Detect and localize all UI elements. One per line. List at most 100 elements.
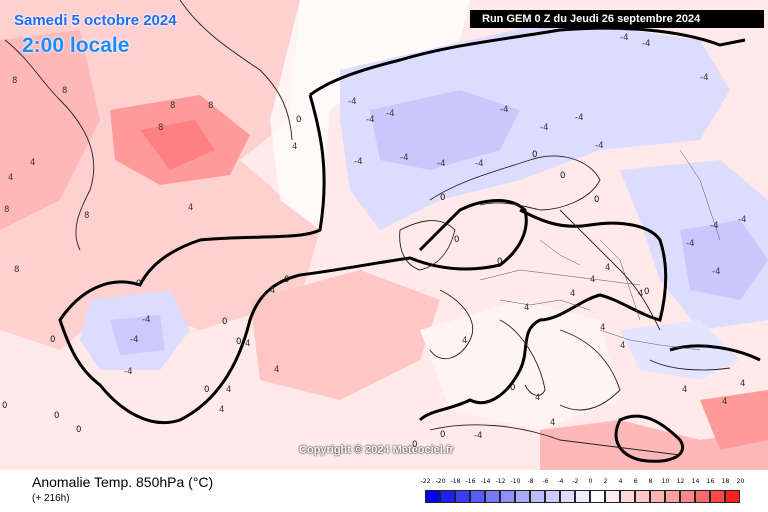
- contour-label-zero: 0: [2, 401, 7, 411]
- legend-color-swatch: [515, 490, 530, 503]
- contour-label-warm: 4: [274, 365, 279, 375]
- legend-color-swatch: [560, 490, 575, 503]
- contour-label-warm: 4: [570, 289, 575, 299]
- contour-label-warm: 8: [62, 86, 67, 96]
- contour-label-zero: 0: [296, 115, 301, 125]
- contour-label-zero: 0: [560, 171, 565, 181]
- contour-label-zero: 0: [532, 150, 537, 160]
- contour-label-cold: -4: [474, 431, 482, 441]
- contour-label-zero: 0: [440, 193, 445, 203]
- legend-color-swatch: [590, 490, 605, 503]
- forecast-date: Samedi 5 octobre 2024: [14, 12, 177, 29]
- forecast-lead-time: (+ 216h): [32, 493, 70, 504]
- contour-label-cold: -4: [124, 367, 132, 377]
- legend-color-swatch: [440, 490, 455, 503]
- warm-anomaly-greenland-peak: [140, 120, 215, 170]
- contour-label-warm: 8: [208, 101, 213, 111]
- warm-anomaly-east-med: [540, 420, 768, 470]
- legend-color-swatch: [485, 490, 500, 503]
- coast-north-africa: [429, 424, 681, 456]
- legend-tick-label: -16: [465, 478, 476, 485]
- contour-label-warm: 8: [84, 211, 89, 221]
- contour-label-warm: 4: [270, 286, 275, 296]
- contour-label-cold: -4: [642, 39, 650, 49]
- legend-color-swatch: [470, 490, 485, 503]
- neutral-zone-europe-south: [420, 300, 620, 430]
- contour-label-warm: 4: [620, 341, 625, 351]
- contour-label-cold: -4: [437, 159, 445, 169]
- contour-label-zero: 0: [136, 279, 141, 289]
- legend-tick-label: 4: [618, 478, 623, 485]
- isotherm-zero-atlantic: [58, 94, 528, 425]
- contour-label-zero: 0: [54, 411, 59, 421]
- temperature-anomaly-map: 8 8 8 8 8 8 8 8 4 4 4 4 4 4 4 4 4 4 4 4 …: [0, 0, 768, 470]
- legend-color-swatch: [695, 490, 710, 503]
- contour-label-zero: 0: [284, 275, 289, 285]
- coast-greenland-west: [4, 39, 95, 251]
- legend-color-swatch: [425, 490, 440, 503]
- legend-tick-label: -8: [527, 478, 534, 485]
- legend-tick-label: 6: [633, 478, 638, 485]
- coastlines: [4, 0, 731, 456]
- contour-label-warm: 4: [638, 289, 643, 299]
- contour-label-warm: 4: [30, 158, 35, 168]
- legend-color-swatch: [680, 490, 695, 503]
- legend-color-swatch: [605, 490, 620, 503]
- contour-label-cold: -4: [575, 113, 583, 123]
- contour-label-cold: -4: [386, 109, 394, 119]
- contour-label-warm: 4: [292, 142, 297, 152]
- legend-tick-label: 12: [676, 478, 685, 485]
- field-title: Anomalie Temp. 850hPa (°C): [32, 474, 214, 490]
- isotherm-zero-europe: [418, 208, 668, 422]
- coast-italy: [499, 319, 546, 396]
- legend-tick-label: 10: [661, 478, 670, 485]
- contour-label-cold: -4: [710, 221, 718, 231]
- contour-label-cold: -4: [686, 239, 694, 249]
- contour-label-warm: 8: [4, 205, 9, 215]
- contour-label-warm: 4: [219, 405, 224, 415]
- legend-color-swatch: [635, 490, 650, 503]
- contour-label-warm: 8: [158, 123, 163, 133]
- legend-color-swatch: [665, 490, 680, 503]
- legend-tick-label: 2: [603, 478, 608, 485]
- border-central-europe: [479, 269, 641, 286]
- warm-anomaly-atlantic: [250, 270, 440, 400]
- cold-contour-labels: -4 -4 -4 -4 -4 -4 -4 -4 -4 -4 -4 -4 -4 -…: [124, 33, 746, 441]
- contour-label-warm: 4: [462, 336, 467, 346]
- legend-tick-label: -10: [510, 478, 521, 485]
- border-russia-west: [679, 149, 721, 241]
- zero-contour-labels: 0 0 0 0 0 0 0 0 0 0 0 0 0 0 0 0 0 0 0 0: [2, 115, 649, 450]
- coast-baltic: [559, 209, 661, 331]
- legend-tick-label: 18: [721, 478, 730, 485]
- legend-tick-label: -12: [495, 478, 506, 485]
- contour-label-warm: 4: [600, 323, 605, 333]
- contour-label-zero: 0: [204, 385, 209, 395]
- country-borders: [479, 149, 721, 351]
- contour-label-warm: 4: [682, 385, 687, 395]
- contour-label-cold: -4: [366, 115, 374, 125]
- contour-label-warm: 4: [226, 385, 231, 395]
- legend-tick-label: -20: [435, 478, 446, 485]
- contour-label-cold: -4: [400, 153, 408, 163]
- contour-label-warm: 4: [8, 173, 13, 183]
- contour-label-zero: 0: [222, 317, 227, 327]
- contour-label-cold: -4: [348, 97, 356, 107]
- legend-tick-label: 16: [706, 478, 715, 485]
- contour-label-cold: -4: [354, 157, 362, 167]
- coast-black-sea: [649, 359, 731, 371]
- coast-scandinavia: [429, 155, 601, 211]
- contour-label-cold: -4: [595, 141, 603, 151]
- contour-label-zero: 0: [50, 335, 55, 345]
- coast-british-isles: [399, 220, 456, 271]
- legend-color-swatch: [500, 490, 515, 503]
- legend-tick-label: 14: [691, 478, 700, 485]
- legend-tick-label: 8: [648, 478, 653, 485]
- contour-label-zero: 0: [236, 337, 241, 347]
- isotherm-zero-north: [309, 26, 746, 97]
- legend-tick-label: 20: [736, 478, 745, 485]
- legend-tick-label: -2: [572, 478, 579, 485]
- warm-anomaly-middle-east: [700, 390, 768, 450]
- warm-anomaly-far-west: [0, 30, 100, 230]
- contour-label-warm: 8: [12, 76, 17, 86]
- model-run-banner: Run GEM 0 Z du Jeudi 26 septembre 2024: [470, 10, 764, 28]
